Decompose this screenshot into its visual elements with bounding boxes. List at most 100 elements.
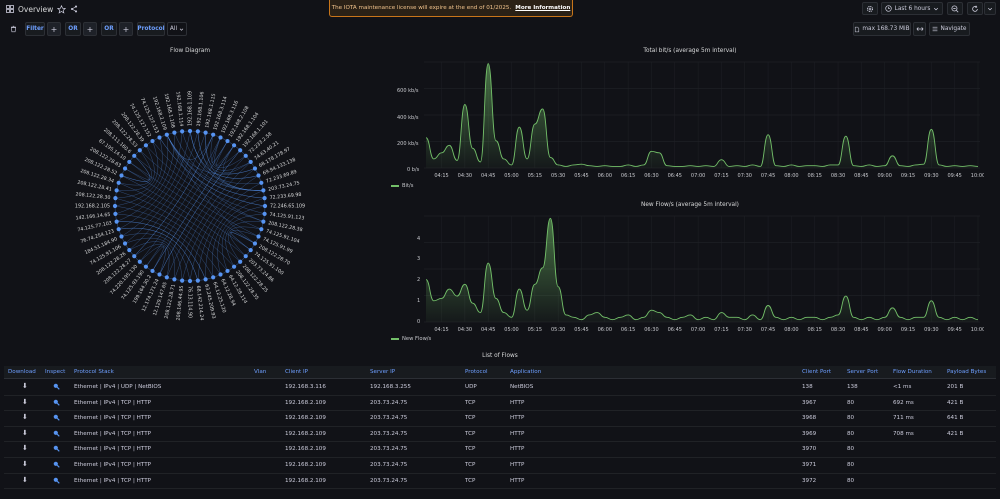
flow-node[interactable] [150,138,155,144]
flow-node[interactable] [195,278,200,283]
download-icon[interactable]: ⬇ [22,397,28,406]
flow-node[interactable] [113,211,118,216]
clear-filters-button[interactable] [6,22,20,36]
inspect-icon[interactable] [53,414,60,423]
flow-node[interactable] [143,143,149,148]
flow-node[interactable] [132,153,137,158]
table-row[interactable]: ⬇ Ethernet | IPv4 | TCP | HTTP 192.168.2.1… [4,442,996,458]
flow-node[interactable] [137,259,142,264]
flow-node[interactable] [218,272,223,277]
inspect-icon[interactable] [53,461,60,470]
flow-node[interactable] [187,278,193,284]
table-row[interactable]: ⬇ Ethernet | IPv4 | TCP | HTTP 192.168.2.1… [4,474,996,490]
flow-node[interactable] [243,153,248,158]
share-icon[interactable] [70,5,78,13]
add-or-filter-button-1[interactable]: + [83,22,97,36]
download-icon[interactable]: ⬇ [22,460,28,468]
flow-node[interactable] [114,219,119,224]
flow-node[interactable] [187,128,193,134]
flow-node[interactable] [261,188,266,193]
time-range-picker[interactable]: Last 6 hours [881,2,943,15]
col-server-ip[interactable]: Server IP [370,369,396,375]
flow-node[interactable] [132,254,137,259]
flow-node[interactable] [180,278,185,283]
flow-node[interactable] [113,196,118,201]
download-icon[interactable]: ⬇ [22,475,28,484]
table-row[interactable]: ⬇ Ethernet | IPv4 | TCP | HTTP 192.168.2.1… [4,427,996,443]
col-application[interactable]: Application [510,369,542,375]
flow-node[interactable] [256,234,261,239]
flows-chart[interactable]: 04:15 04:30 04:45 05:00 05:15 05:30 05:45 06:00… [424,212,984,337]
flow-node[interactable] [248,247,253,253]
flow-node[interactable] [248,159,253,165]
add-or-filter-button-2[interactable]: + [119,22,133,36]
inspect-icon[interactable] [53,430,60,439]
flow-diagram[interactable]: 192.168.1.109 192.168.1.106 192.168.1.1151… [0,56,380,356]
add-filter-button[interactable]: + [47,22,61,36]
col-protocol[interactable]: Protocol [465,369,488,375]
star-icon[interactable] [57,4,67,14]
col-inspect[interactable]: Inspect [45,369,66,375]
flow-node[interactable] [211,132,216,137]
resize-button[interactable] [913,22,926,36]
flow-node[interactable] [172,130,177,135]
flow-node[interactable] [262,203,268,209]
flow-node[interactable] [164,275,169,280]
col-server-port[interactable]: Server Port [847,369,879,375]
flow-node[interactable] [112,203,118,209]
download-icon[interactable]: ⬇ [22,413,28,422]
flow-node[interactable] [150,268,155,274]
flow-node[interactable] [252,166,258,171]
inspect-icon[interactable] [53,477,60,486]
col-flow-duration[interactable]: Flow Duration [893,369,932,375]
flow-node[interactable] [211,275,216,280]
flow-node[interactable] [172,277,177,282]
flow-node[interactable] [259,227,264,232]
flow-node[interactable] [122,241,128,246]
flow-node[interactable] [116,227,121,232]
flow-node[interactable] [238,259,243,264]
flow-node[interactable] [127,159,132,165]
banner-more-info-link[interactable]: More Information [515,5,571,11]
flow-node[interactable] [252,241,258,246]
flow-node[interactable] [157,272,162,277]
inspect-icon[interactable] [53,399,60,408]
col-client-port[interactable]: Client Port [802,369,832,375]
flow-node[interactable] [231,143,237,148]
flows-legend[interactable]: New Flow/s [391,336,431,342]
table-row[interactable]: ⬇ Ethernet | IPv4 | TCP | HTTP 192.168.2.1… [4,411,996,427]
col-payload-bytes[interactable]: Payload Bytes [947,369,987,375]
table-row[interactable]: ⬇ Ethernet | IPv4 | UDP | NetBIOS 192.168.… [4,380,996,396]
flow-node[interactable] [262,196,267,201]
navigate-button[interactable]: Navigate [929,22,970,36]
flow-node[interactable] [122,166,128,171]
flow-node[interactable] [114,188,119,193]
col-download[interactable]: Download [8,369,36,375]
flow-node[interactable] [164,132,169,137]
bits-legend[interactable]: Bit/s [391,183,414,189]
col-vlan[interactable]: Vlan [254,369,267,375]
flow-node[interactable] [137,148,142,153]
flow-node[interactable] [238,148,243,153]
flow-node[interactable] [261,219,266,224]
flow-node[interactable] [180,129,185,134]
flow-node[interactable] [203,130,208,135]
max-size-button[interactable]: max 168.73 MiB [853,22,911,36]
dashboard-title[interactable]: Overview [18,4,54,14]
flow-node[interactable] [259,180,264,185]
download-icon[interactable]: ⬇ [22,444,28,453]
flow-node[interactable] [231,264,237,269]
col-protocol-stack[interactable]: Protocol Stack [74,369,114,375]
flow-node[interactable] [218,135,223,140]
inspect-icon[interactable] [53,445,60,454]
protocol-select[interactable]: All [167,22,187,36]
bits-chart[interactable]: 04:15 04:30 04:45 05:00 05:15 05:30 05:45 06:00… [424,58,984,183]
flow-node[interactable] [195,129,200,134]
flow-node[interactable] [119,173,124,178]
zoom-out-button[interactable] [947,2,963,15]
flow-node[interactable] [157,135,162,140]
refresh-button[interactable] [967,2,983,15]
table-row[interactable]: ⬇ Ethernet | IPv4 | TCP | HTTP 192.168.2.1… [4,458,996,474]
col-client-ip[interactable]: Client IP [285,369,308,375]
flow-node[interactable] [256,173,261,178]
